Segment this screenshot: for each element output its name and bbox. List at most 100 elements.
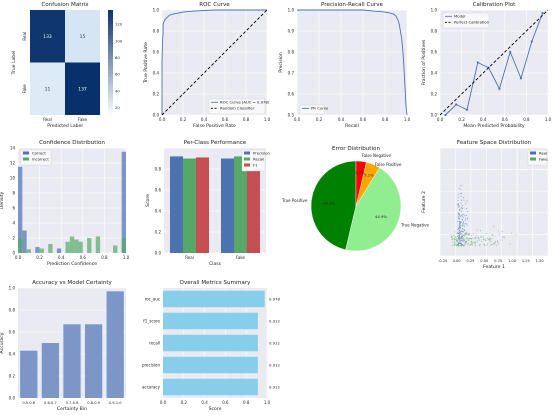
data-point xyxy=(519,77,523,80)
y-tick-label: 2 xyxy=(12,236,15,241)
legend-label: PR Curve xyxy=(311,106,329,111)
x-tick-label: 0.2 xyxy=(458,117,465,122)
x-tick-label: 1.25 xyxy=(522,259,530,263)
scatter-point-real xyxy=(460,233,462,235)
plot-background xyxy=(162,10,267,115)
scatter-point-fake xyxy=(479,245,481,247)
x-tick-label: 0.6 xyxy=(502,117,509,122)
series-line xyxy=(439,9,549,116)
scatter-point-real xyxy=(457,206,460,208)
scatter-point-fake xyxy=(474,245,476,247)
scatter-point-fake xyxy=(455,244,457,246)
series-line xyxy=(445,12,544,116)
scatter-point-fake xyxy=(489,244,491,246)
slice-percent: 5.1% xyxy=(364,172,374,177)
bar xyxy=(20,350,38,398)
scatter-point-fake xyxy=(466,237,468,239)
scatter-point-real xyxy=(466,208,468,210)
scatter-point-real xyxy=(462,221,465,223)
scatter-point-fake xyxy=(467,233,469,235)
x-tick-label: 1.0 xyxy=(545,117,552,122)
scatter-point-fake xyxy=(470,235,472,237)
scatter-point-fake xyxy=(490,237,492,240)
y-tick-label: 0.2 xyxy=(9,374,16,379)
scatter-point-fake xyxy=(471,243,473,245)
x-tick-label: 0.2 xyxy=(180,117,187,122)
scatter-point-fake xyxy=(488,239,490,241)
scatter-point-real xyxy=(460,185,462,187)
y-axis-label: Feature 2 xyxy=(421,191,427,213)
x-tick-label: 0.2 xyxy=(316,117,323,122)
scatter-point-real xyxy=(464,215,466,217)
scatter-point-fake xyxy=(471,238,473,240)
scatter-point-real xyxy=(462,197,464,199)
chart-title: Precision-Recall Curve xyxy=(321,2,384,8)
slice-percent: 46.3% xyxy=(323,200,335,205)
y-tick-label: 0.0 xyxy=(155,251,162,256)
scatter-point-fake xyxy=(461,239,463,241)
legend-swatch xyxy=(530,151,536,155)
scatter-point-real xyxy=(466,224,468,226)
scatter-point-fake xyxy=(458,236,460,238)
scatter-point-fake xyxy=(503,237,505,239)
y-tick-label: 0.6 xyxy=(431,50,438,55)
scatter-point-real xyxy=(459,215,461,217)
scatter-point-fake xyxy=(478,239,480,241)
scatter-point-fake xyxy=(450,237,452,239)
colorbar-segment xyxy=(108,20,113,25)
scatter-point-fake xyxy=(479,230,482,232)
histogram-bar xyxy=(22,230,27,253)
scatter-point-real xyxy=(461,207,463,209)
scatter-point-real xyxy=(457,216,460,218)
scatter-point-fake xyxy=(490,239,492,241)
scatter-point-fake xyxy=(485,239,487,242)
scatter-point-real xyxy=(463,199,465,201)
scatter-point-real xyxy=(459,221,461,223)
histogram-bar xyxy=(26,249,31,253)
y-tick-label: 0.9 xyxy=(288,29,295,34)
scatter-point-real xyxy=(465,203,467,205)
colorbar-segment xyxy=(108,62,113,67)
scatter-point-real xyxy=(461,214,464,216)
scatter-point-fake xyxy=(487,243,489,245)
x-tick-label: 0.8-0.9 xyxy=(87,401,100,405)
colorbar-tick-label: 60 xyxy=(115,72,120,77)
scatter-point-fake xyxy=(453,238,455,240)
slice-label: True Positive xyxy=(281,198,308,203)
scatter-point-real xyxy=(459,241,461,244)
scatter-point-fake xyxy=(483,239,485,241)
scatter-point-fake xyxy=(455,236,457,238)
legend-label: Real xyxy=(539,151,547,156)
y-tick-label: 8 xyxy=(12,191,15,196)
y-tick-label: 0.0 xyxy=(9,396,16,401)
legend-label: Incorrect xyxy=(32,157,49,162)
bar-value-label: 0.912 xyxy=(269,385,280,390)
scatter-point-real xyxy=(459,222,461,224)
scatter-point-fake xyxy=(472,237,474,239)
legend-swatch xyxy=(244,151,250,155)
y-tick-label: 10 xyxy=(10,176,16,181)
colorbar-segment xyxy=(108,76,113,81)
x-tick-label: 0.6-0.7 xyxy=(44,401,57,405)
scatter-point-fake xyxy=(497,242,499,244)
cell-value: 137 xyxy=(78,86,87,92)
y-tick-label: precision xyxy=(142,363,161,368)
y-tick-label: recall xyxy=(149,341,160,346)
y-tick-label: 0.0 xyxy=(431,113,438,118)
data-point xyxy=(476,61,479,64)
histogram-bar xyxy=(35,247,40,253)
scatter-point-real xyxy=(460,189,462,191)
scatter-point-real xyxy=(462,222,464,224)
scatter-point-real xyxy=(459,226,461,228)
scatter-point-real xyxy=(458,218,460,220)
scatter-point-real xyxy=(462,224,464,226)
scatter-point-fake xyxy=(465,242,467,244)
scatter-point-fake xyxy=(468,238,470,240)
scatter-point-real xyxy=(457,193,460,195)
x-axis-label: Prediction Confidence xyxy=(47,261,97,267)
y-axis-label: Density xyxy=(0,191,5,209)
scatter-point-real xyxy=(461,236,464,238)
scatter-point-fake xyxy=(452,235,454,238)
scatter-point-fake xyxy=(462,234,464,236)
x-tick-label: 0.25 xyxy=(466,259,474,263)
